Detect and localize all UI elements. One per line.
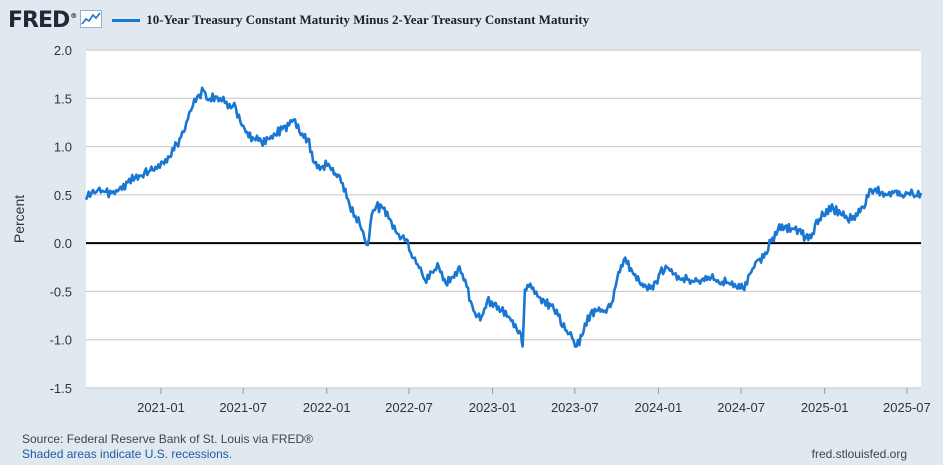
recession-note[interactable]: Shaded areas indicate U.S. recessions.	[22, 447, 233, 461]
y-axis-ticks: 2.0 1.5 1.0 0.5 0.0 -0.5 -1.0 -1.5	[50, 43, 72, 396]
x-tick-label: 2025-07	[883, 400, 931, 415]
x-tick-label: 2023-07	[551, 400, 599, 415]
fred-logo[interactable]: FRED®	[8, 7, 77, 33]
y-tick-label: 0.5	[54, 188, 72, 203]
fred-logo-text: FRED	[8, 7, 70, 33]
chart[interactable]: 2.01.51.00.50.0-0.5-1.0-1.5 2021-01 2021-…	[0, 0, 943, 430]
y-tick-label: -1.5	[50, 381, 72, 396]
x-tick-label: 2022-01	[303, 400, 351, 415]
registered-mark: ®	[70, 12, 77, 21]
x-tick-label: 2021-07	[219, 400, 267, 415]
legend-label: 10-Year Treasury Constant Maturity Minus…	[146, 12, 590, 27]
site-link[interactable]: fred.stlouisfed.org	[811, 447, 907, 461]
y-tick-label: 0.0	[54, 236, 72, 251]
y-tick-label: 1.5	[54, 91, 72, 106]
grid-lines	[86, 49, 921, 389]
x-axis-ticks: 2021-01 2021-07 2022-01 2022-07 2023-01 2023-…	[137, 388, 931, 415]
x-tick-label: 2023-01	[469, 400, 517, 415]
x-tick-label: 2025-01	[801, 400, 849, 415]
x-tick-label: 2024-07	[717, 400, 765, 415]
chart-header: FRED® 10-Year Treasury Constant Maturity…	[8, 6, 589, 34]
x-tick-label: 2022-07	[385, 400, 433, 415]
y-tick-label: -1.0	[50, 333, 72, 348]
legend-swatch	[112, 18, 141, 22]
trend-line-icon	[80, 9, 103, 33]
series-line-t10y2y[interactable]	[84, 86, 923, 348]
source-text: Source: Federal Reserve Bank of St. Loui…	[22, 432, 313, 446]
y-tick-label: 2.0	[54, 43, 72, 58]
y-tick-label: 1.0	[54, 140, 72, 155]
y-axis-label: Percent	[11, 195, 27, 243]
legend[interactable]: 10-Year Treasury Constant Maturity Minus…	[112, 12, 589, 28]
x-tick-label: 2024-01	[635, 400, 683, 415]
plot-area	[86, 50, 921, 388]
y-tick-label: -0.5	[50, 284, 72, 299]
footer-source: Source: Federal Reserve Bank of St. Loui…	[22, 432, 313, 462]
x-tick-label: 2021-01	[137, 400, 185, 415]
